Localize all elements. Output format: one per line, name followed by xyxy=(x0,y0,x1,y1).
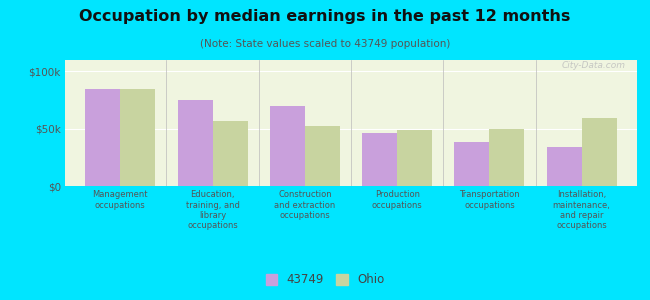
Text: Occupation by median earnings in the past 12 months: Occupation by median earnings in the pas… xyxy=(79,9,571,24)
Bar xyxy=(213,121,248,186)
Bar xyxy=(582,118,617,186)
Bar xyxy=(177,100,213,186)
Bar xyxy=(454,142,489,186)
Bar xyxy=(547,147,582,186)
Bar xyxy=(85,88,120,186)
Bar xyxy=(120,88,155,186)
Legend: 43749, Ohio: 43749, Ohio xyxy=(261,269,389,291)
Bar xyxy=(305,126,340,186)
Bar xyxy=(362,133,397,186)
Bar xyxy=(270,106,305,186)
Bar xyxy=(397,130,432,186)
Text: (Note: State values scaled to 43749 population): (Note: State values scaled to 43749 popu… xyxy=(200,39,450,49)
Bar xyxy=(489,129,525,186)
Text: City-Data.com: City-Data.com xyxy=(562,61,625,70)
